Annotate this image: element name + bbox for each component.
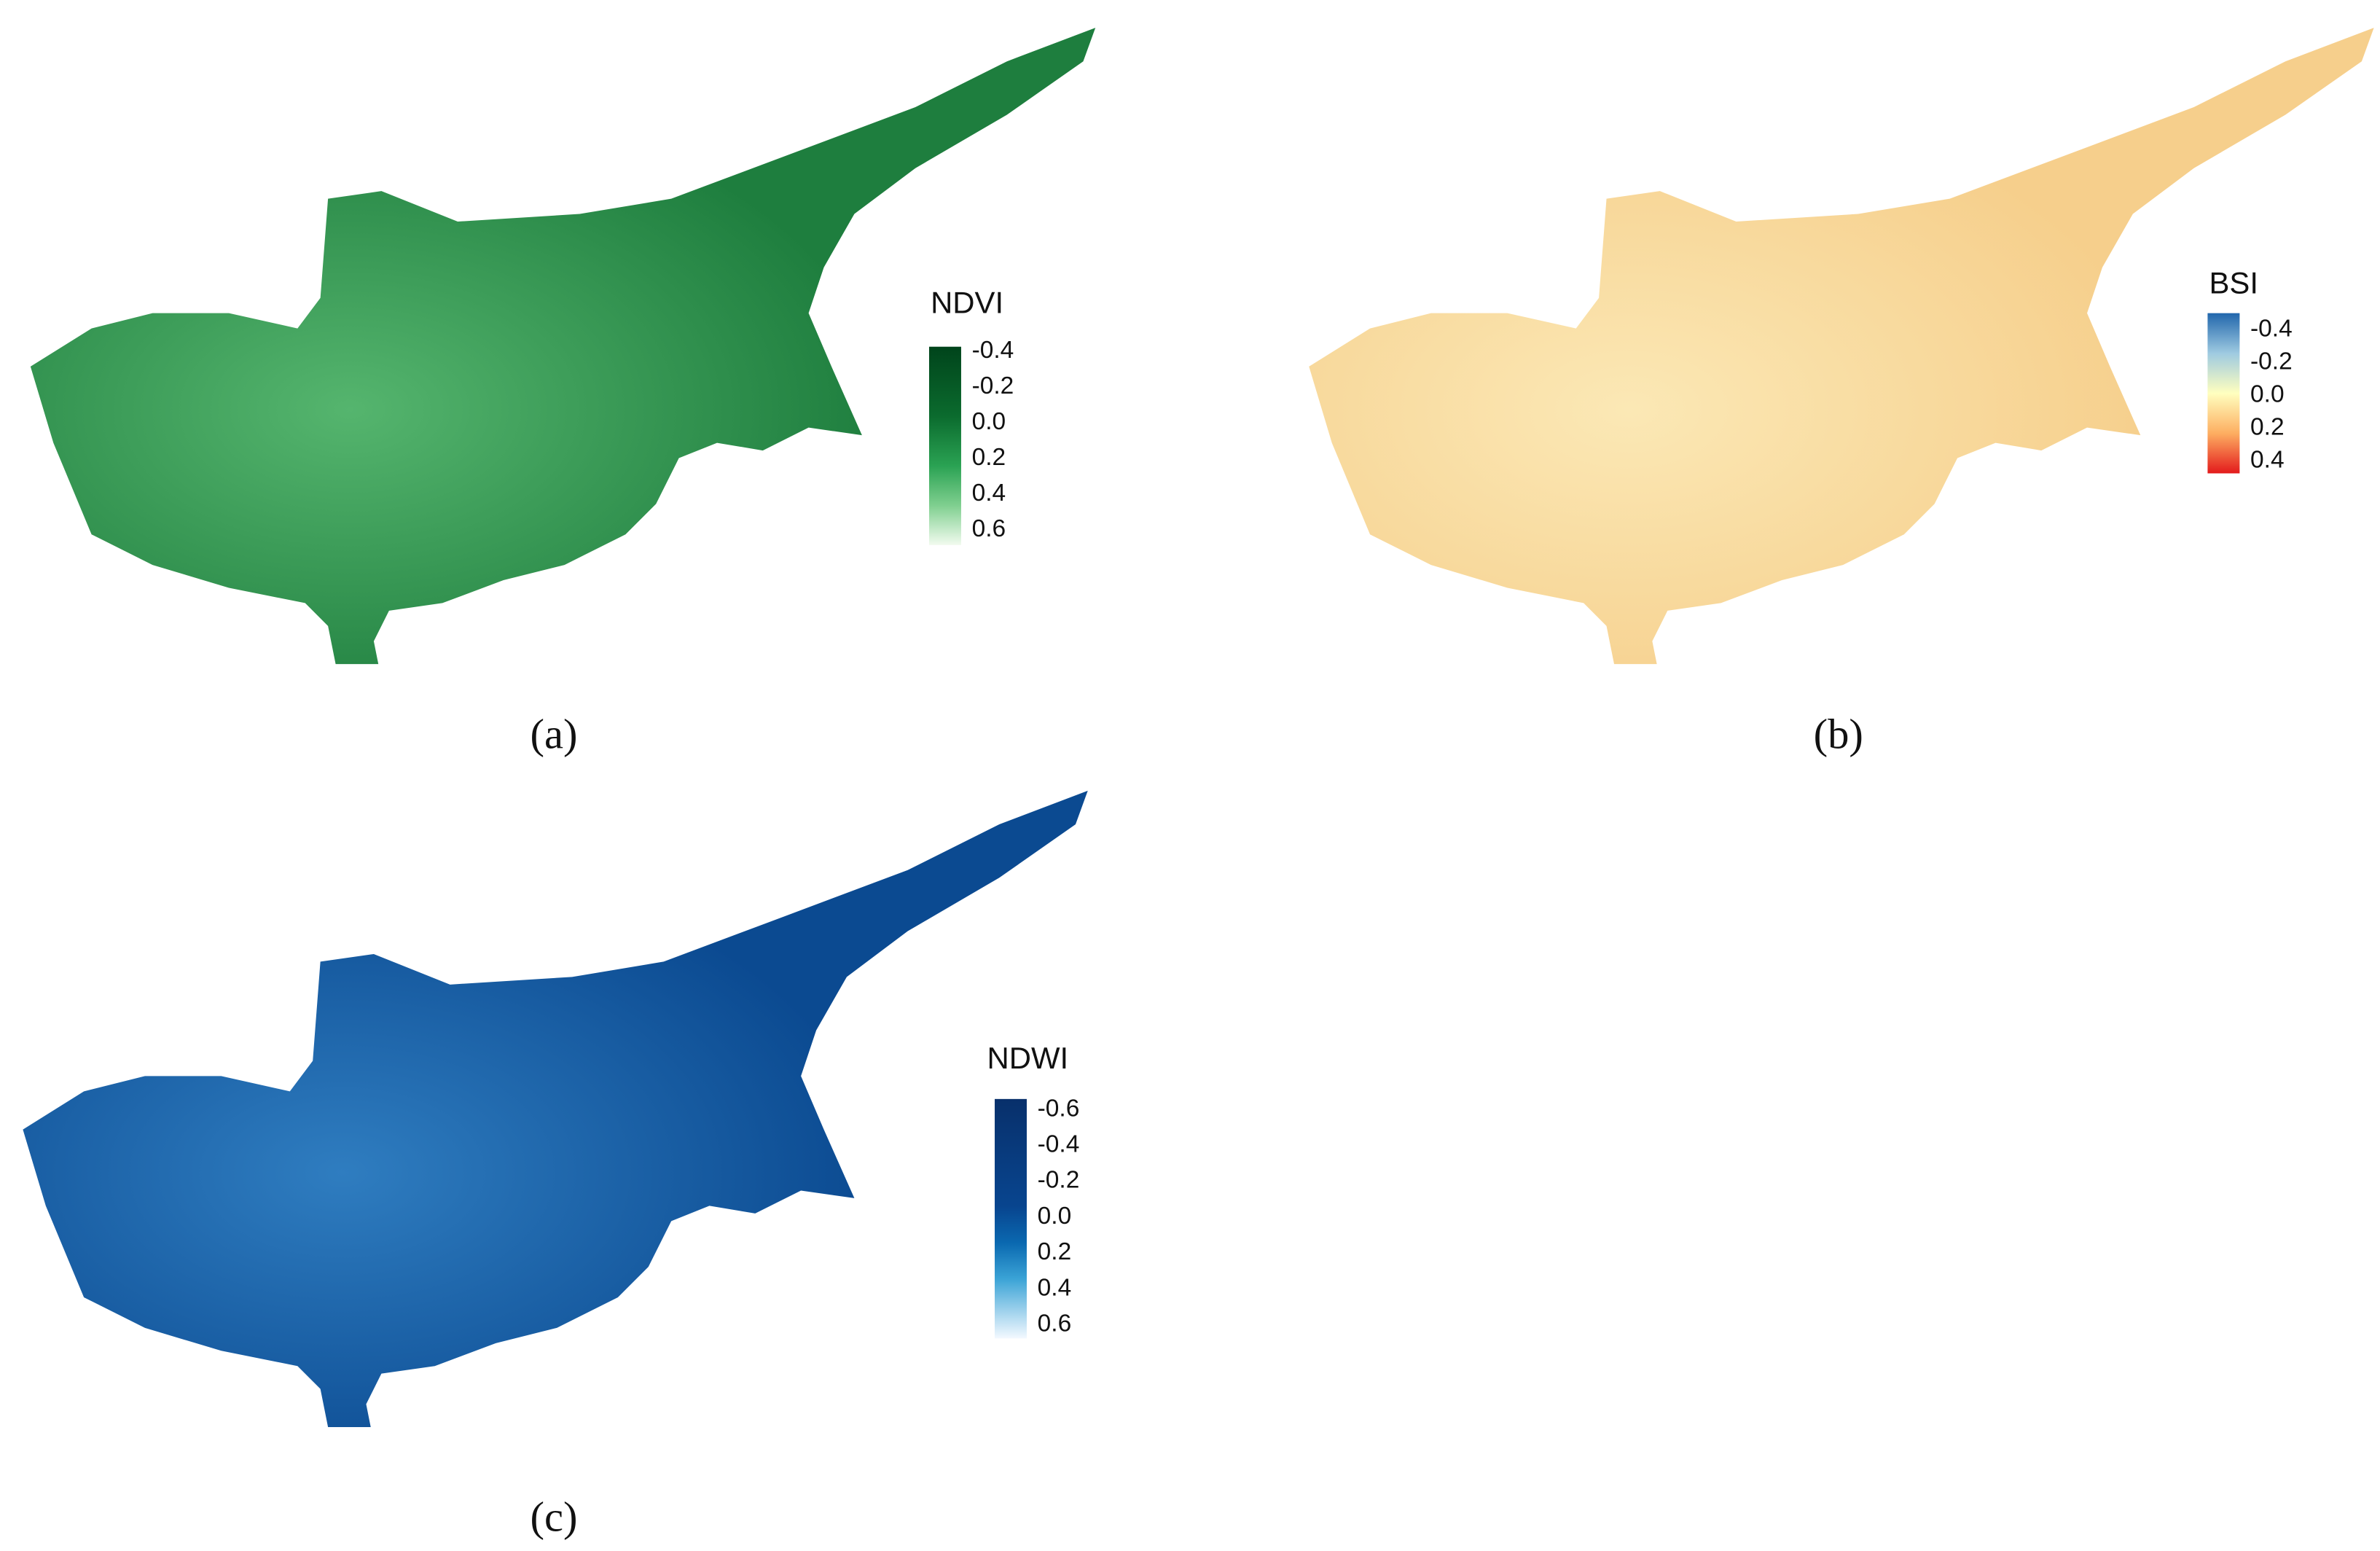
legend-tick-label: 0.0 [2250, 381, 2285, 408]
legend-tick-label: -0.4 [2250, 316, 2293, 343]
legend-tick-label: 0.6 [1038, 1310, 1072, 1337]
legend-tick-label: 0.2 [1038, 1238, 1072, 1265]
legend-tick-label: 0.2 [2250, 414, 2285, 441]
legend-tick-label: 0.6 [972, 515, 1006, 542]
map-a [30, 28, 1096, 665]
legend-tick-label: -0.2 [1038, 1167, 1080, 1194]
legend-colorbar [2207, 313, 2240, 474]
legend-tick-label: 0.0 [972, 408, 1006, 435]
panel-caption: (b) [1814, 710, 1863, 757]
panel-caption: (c) [530, 1493, 577, 1540]
legend-colorbar [995, 1098, 1027, 1339]
legend-tick-label: -0.2 [972, 372, 1014, 399]
legend-tick-label: 0.4 [1038, 1274, 1072, 1301]
legend-tick-label: 0.2 [972, 444, 1006, 471]
panel-caption: (a) [530, 710, 577, 757]
legend-title: NDVI [931, 286, 1003, 320]
legend-title: BSI [2209, 265, 2258, 300]
legend-colorbar [928, 346, 961, 545]
legend-title: NDWI [987, 1041, 1069, 1075]
map-c [23, 790, 1088, 1427]
legend-tick-label: 0.4 [2250, 447, 2285, 474]
legend-tick-label: -0.4 [972, 337, 1014, 364]
legend-tick-label: -0.4 [1038, 1131, 1080, 1158]
legend-tick-label: 0.0 [1038, 1203, 1072, 1230]
legend-tick-label: -0.6 [1038, 1095, 1080, 1122]
legend-tick-label: -0.2 [2250, 348, 2293, 375]
legend-tick-label: 0.4 [972, 480, 1006, 507]
